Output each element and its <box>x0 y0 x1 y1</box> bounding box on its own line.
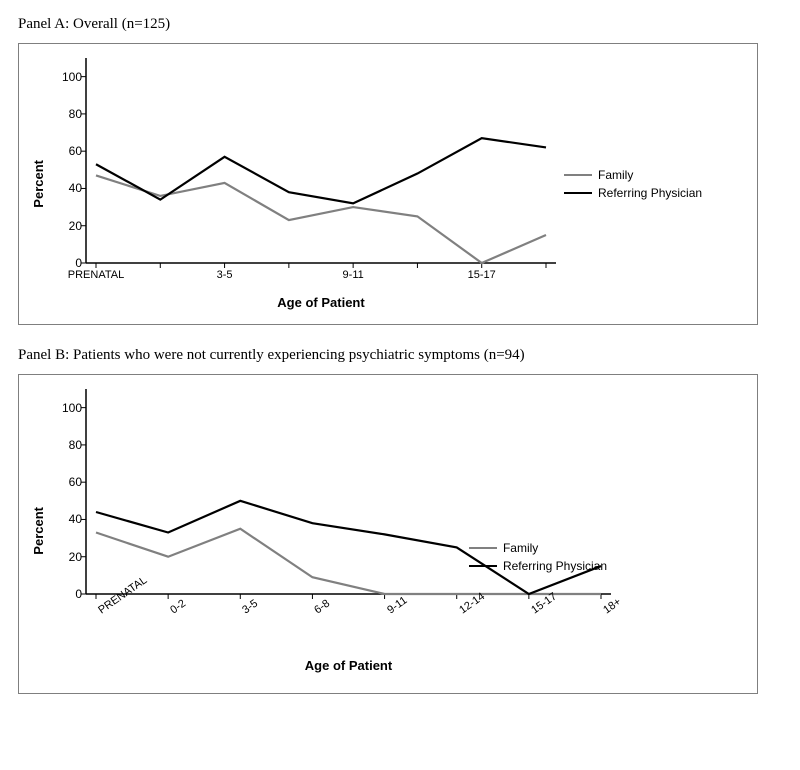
ytick-label: 80 <box>52 107 82 121</box>
panel-a-legend: Family Referring Physician <box>564 164 702 204</box>
xtick-label: 12-14 <box>457 606 465 616</box>
ytick-label: 40 <box>52 512 82 526</box>
ytick-label: 80 <box>52 438 82 452</box>
panel-b-xlabel: Age of Patient <box>86 658 611 673</box>
panel-a-xlabel: Age of Patient <box>86 295 556 310</box>
xtick-label: PRENATAL <box>68 269 124 281</box>
legend-item: Referring Physician <box>564 186 702 200</box>
panel-a-ylabel: Percent <box>29 160 46 208</box>
xtick-label: 9-11 <box>385 606 393 616</box>
xtick-label: 15-17 <box>529 606 537 616</box>
xtick-label: 0-2 <box>168 606 176 616</box>
xtick-label: 9-11 <box>343 269 364 281</box>
xtick-label: 3-5 <box>240 606 248 616</box>
panel-a-title: Panel A: Overall (n=125) <box>18 16 782 33</box>
xtick-label: 18+ <box>601 606 609 616</box>
ytick-label: 40 <box>52 181 82 195</box>
legend-item: Family <box>564 168 702 182</box>
legend-swatch <box>564 174 592 176</box>
ytick-label: 60 <box>52 144 82 158</box>
xtick-label: 6-8 <box>313 606 321 616</box>
legend-label: Family <box>598 168 633 182</box>
ytick-label: 20 <box>52 219 82 233</box>
panel-b-title: Panel B: Patients who were not currently… <box>18 347 782 364</box>
panel-a-chart: Percent 0 20 40 60 80 100 PRENATAL 3-5 9-11 15-1… <box>18 43 758 325</box>
legend-swatch <box>564 192 592 194</box>
xtick-label: PRENATAL <box>96 606 104 616</box>
ytick-label: 100 <box>52 70 82 84</box>
legend-label: Referring Physician <box>503 559 607 573</box>
ytick-label: 100 <box>52 401 82 415</box>
ytick-label: 60 <box>52 475 82 489</box>
ytick-label: 20 <box>52 550 82 564</box>
legend-label: Family <box>503 541 538 555</box>
xtick-label: 15-17 <box>468 269 496 281</box>
ytick-label: 0 <box>52 256 82 270</box>
xtick-label: 3-5 <box>217 269 233 281</box>
panel-b-legend: Family Referring Physician <box>469 537 607 577</box>
panel-a-plot: 020406080100 PRENATAL3-59-1115-17 Age of… <box>86 58 556 310</box>
panel-b-plot: 020406080100 Family Referring Physician … <box>86 389 611 673</box>
ytick-label: 0 <box>52 587 82 601</box>
legend-swatch <box>469 547 497 549</box>
panel-b-chart: Percent 020406080100 Family Referring Ph… <box>18 374 758 694</box>
legend-item: Referring Physician <box>469 559 607 573</box>
legend-item: Family <box>469 541 607 555</box>
legend-swatch <box>469 565 497 567</box>
panel-b-ylabel: Percent <box>29 507 46 555</box>
legend-label: Referring Physician <box>598 186 702 200</box>
